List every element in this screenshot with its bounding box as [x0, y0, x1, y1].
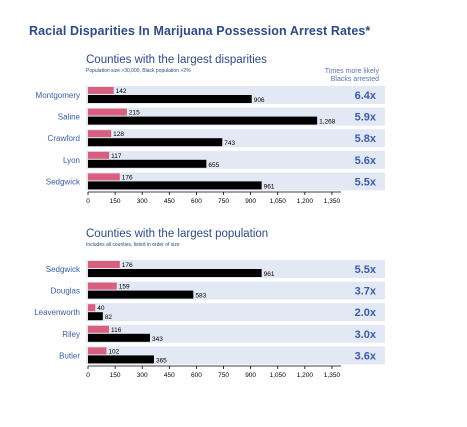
p2-x-tick-label: 1,350 [324, 372, 341, 379]
p1-pink-value-label: 176 [122, 174, 133, 181]
p2-x-tick-label: 1,200 [297, 372, 314, 379]
p1-pink-bar [88, 108, 127, 116]
p1-x-tick-label: 0 [86, 198, 90, 205]
p1-black-value-label: 961 [264, 183, 275, 190]
p1-ratio-label: 5.6x [355, 155, 377, 167]
p2-pink-value-label: 176 [122, 262, 133, 269]
panel1-subtitle: Population size >30,000, Black populatio… [86, 68, 191, 74]
p1-x-tick-label: 1,350 [324, 198, 341, 205]
p2-x-tick-label: 750 [218, 372, 229, 379]
p2-pink-bar [88, 304, 96, 312]
p1-black-bar [88, 95, 252, 103]
p2-pink-value-label: 116 [111, 327, 122, 334]
p1-pink-value-label: 142 [116, 88, 127, 95]
p2-pink-bar [88, 325, 109, 333]
p2-category-label: Riley [62, 330, 80, 339]
p1-x-tick-label: 900 [245, 198, 256, 205]
p2-black-bar [88, 355, 154, 364]
p2-x-tick-label: 600 [191, 372, 202, 379]
p1-ratio-label: 5.8x [355, 133, 377, 145]
p2-black-value-label: 961 [264, 271, 275, 278]
p2-row-band [86, 324, 385, 343]
p1-x-tick-label: 1,050 [270, 198, 287, 205]
chart-main-title: Racial Disparities In Marijuana Possessi… [29, 24, 371, 38]
p1-x-tick-label: 600 [191, 198, 202, 205]
p2-ratio-label: 3.6x [355, 350, 377, 362]
p2-x-tick-label: 1,050 [270, 372, 287, 379]
p1-x-tick-label: 1,200 [297, 198, 314, 205]
p2-x-tick-label: 900 [245, 372, 256, 379]
p2-row-band [86, 346, 385, 365]
p1-black-value-label: 743 [224, 140, 235, 147]
p2-black-bar [88, 312, 103, 321]
p1-black-value-label: 655 [208, 162, 219, 169]
p1-pink-bar [88, 173, 120, 181]
p2-black-value-label: 82 [105, 314, 113, 321]
p1-black-bar [88, 138, 223, 147]
p2-ratio-label: 3.7x [355, 286, 377, 298]
p1-black-bar [88, 159, 207, 168]
p1-ratio-label: 5.9x [355, 112, 377, 124]
panel2-subtitle: Includes all counties, listed in order o… [86, 242, 180, 248]
p2-pink-bar [88, 261, 120, 268]
p1-pink-bar [88, 151, 110, 159]
p1-black-bar [88, 181, 262, 190]
p2-category-label: Douglas [51, 287, 80, 296]
p2-ratio-label: 2.0x [355, 307, 377, 319]
ratio-header-line2: Blacks arrested [330, 76, 379, 83]
p1-black-value-label: 906 [254, 97, 265, 104]
p1-x-tick-label: 300 [137, 198, 148, 205]
p1-x-tick-label: 150 [110, 198, 121, 205]
p2-category-label: Leavenworth [34, 308, 80, 317]
p1-pink-bar [88, 130, 112, 138]
p2-pink-value-label: 40 [97, 305, 105, 312]
p1-ratio-label: 6.4x [355, 90, 377, 102]
p2-x-tick-label: 450 [164, 372, 175, 379]
panel2-title: Counties with the largest population [86, 228, 269, 240]
p2-x-tick-label: 150 [110, 372, 121, 379]
p2-row-band [86, 303, 385, 322]
p1-category-label: Montgomery [36, 91, 80, 100]
p2-category-label: Butler [59, 351, 80, 360]
p1-black-bar [88, 116, 318, 125]
p1-category-label: Saline [58, 113, 81, 122]
p2-ratio-label: 5.5x [355, 264, 377, 276]
p1-category-label: Crawford [48, 134, 80, 143]
p2-black-value-label: 365 [156, 357, 167, 364]
p1-pink-value-label: 215 [129, 110, 140, 117]
p2-x-tick-label: 0 [86, 372, 90, 379]
p1-x-tick-label: 750 [218, 198, 229, 205]
ratio-header-line1: Times more likely [324, 68, 379, 75]
p2-x-tick-label: 300 [137, 372, 148, 379]
p1-category-label: Lyon [63, 156, 80, 165]
p2-black-bar [88, 290, 194, 299]
ratio-header: Times more likely Blacks arrested [325, 68, 379, 84]
p2-black-value-label: 343 [152, 336, 163, 343]
p2-pink-bar [88, 347, 107, 355]
p2-pink-bar [88, 282, 117, 290]
p2-ratio-label: 3.0x [355, 329, 377, 341]
p2-category-label: Sedgwick [46, 265, 81, 274]
p1-ratio-label: 5.5x [355, 176, 377, 188]
p2-black-bar [88, 269, 262, 277]
p2-pink-value-label: 159 [119, 284, 130, 291]
p2-black-value-label: 583 [195, 293, 206, 300]
p1-pink-bar [88, 87, 114, 94]
p1-category-label: Sedgwick [46, 177, 81, 186]
p1-pink-value-label: 117 [111, 153, 122, 160]
p1-x-tick-label: 450 [164, 198, 175, 205]
p2-black-bar [88, 333, 150, 342]
p1-pink-value-label: 128 [113, 131, 124, 138]
panel1-title: Counties with the largest disparities [86, 54, 267, 66]
p1-black-value-label: 1,268 [319, 119, 336, 126]
p2-pink-value-label: 102 [108, 348, 119, 355]
